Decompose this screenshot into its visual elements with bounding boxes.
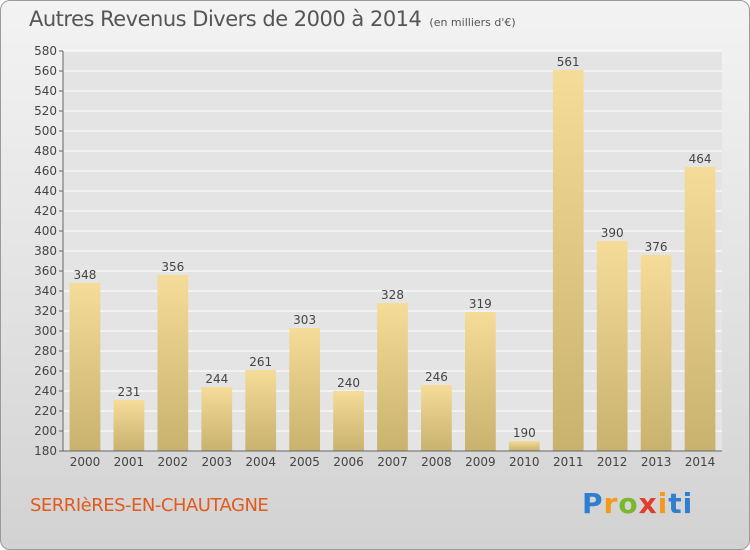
y-tick-label: 320	[34, 304, 57, 318]
bar	[289, 328, 321, 451]
bars: 348 231 356 244 261 303 240 328 246 319 190 561 390 3…	[69, 55, 716, 451]
x-tick-label: 2003	[201, 455, 232, 469]
y-tick-label: 180	[34, 444, 57, 458]
y-tick-label: 440	[34, 184, 57, 198]
bar	[333, 391, 364, 451]
x-tick-label: 2001	[114, 455, 145, 469]
chart-unit: (en milliers d'€)	[429, 16, 516, 29]
bar	[640, 255, 672, 451]
logo-letter: P	[582, 487, 604, 520]
logo-letter: r	[603, 487, 619, 520]
data-label: 231	[117, 385, 140, 399]
data-label: 303	[293, 313, 316, 327]
data-label: 244	[205, 372, 228, 386]
bar	[245, 370, 277, 451]
x-tick-label: 2008	[421, 455, 452, 469]
y-tick-label: 340	[34, 284, 57, 298]
x-tick-label: 2005	[289, 455, 320, 469]
x-tick-label: 2013	[641, 455, 672, 469]
chart-title: Autres Revenus Divers de 2000 à 2014 (en …	[29, 7, 516, 31]
data-label: 190	[513, 426, 536, 440]
logo-letter: o	[618, 487, 639, 520]
bar	[377, 303, 408, 451]
data-label: 240	[337, 376, 360, 390]
data-label: 319	[469, 297, 492, 311]
bar	[201, 387, 233, 451]
logo-letter: i	[657, 487, 669, 520]
bar	[508, 441, 540, 451]
bar	[69, 283, 101, 451]
data-label: 464	[689, 152, 712, 166]
proxiti-logo: Proxiti	[582, 487, 693, 520]
y-tick-label: 560	[34, 64, 57, 78]
y-tick-label: 220	[34, 404, 57, 418]
x-tick-label: 2000	[70, 455, 101, 469]
data-label: 561	[557, 55, 580, 69]
y-tick-label: 400	[34, 224, 57, 238]
x-tick-label: 2006	[333, 455, 364, 469]
y-axis: 180 200 220 240 260 280 300 320 340 360 380 400 420 4…	[34, 44, 64, 458]
x-tick-label: 2007	[377, 455, 408, 469]
x-tick-label: 2012	[597, 455, 628, 469]
y-tick-label: 200	[34, 424, 57, 438]
x-tick-label: 2014	[685, 455, 716, 469]
y-tick-label: 380	[34, 244, 57, 258]
data-label: 390	[601, 226, 624, 240]
y-tick-label: 500	[34, 124, 57, 138]
y-tick-label: 480	[34, 144, 57, 158]
bar	[552, 70, 584, 451]
x-tick-label: 2011	[553, 455, 584, 469]
bar	[464, 312, 496, 451]
data-label: 348	[74, 268, 97, 282]
x-tick-label: 2004	[245, 455, 276, 469]
y-tick-label: 420	[34, 204, 57, 218]
y-tick-label: 240	[34, 384, 57, 398]
y-tick-label: 300	[34, 324, 57, 338]
bar	[684, 167, 716, 451]
data-label: 328	[381, 288, 404, 302]
x-tick-label: 2009	[465, 455, 496, 469]
bar	[113, 400, 145, 451]
x-tick-label: 2002	[158, 455, 189, 469]
x-axis: 2000 2001 2002 2003 2004 2005 2006 2007 2008 2009…	[63, 450, 722, 469]
bar	[421, 385, 452, 451]
y-tick-label: 360	[34, 264, 57, 278]
data-label: 356	[161, 260, 184, 274]
y-tick-label: 460	[34, 164, 57, 178]
logo-letter: ti	[668, 487, 694, 520]
x-tick-label: 2010	[509, 455, 540, 469]
y-tick-label: 580	[34, 44, 57, 58]
bar	[157, 275, 189, 451]
data-label: 261	[249, 355, 272, 369]
chart-title-text: Autres Revenus Divers de 2000 à 2014	[29, 7, 422, 31]
y-tick-label: 280	[34, 344, 57, 358]
place-name: SERRIèRES-EN-CHAUTAGNE	[30, 495, 269, 516]
y-tick-label: 520	[34, 104, 57, 118]
bar	[596, 241, 628, 451]
data-label: 376	[645, 240, 668, 254]
data-label: 246	[425, 370, 448, 384]
logo-letter: x	[638, 487, 658, 520]
y-tick-label: 260	[34, 364, 57, 378]
y-tick-label: 540	[34, 84, 57, 98]
